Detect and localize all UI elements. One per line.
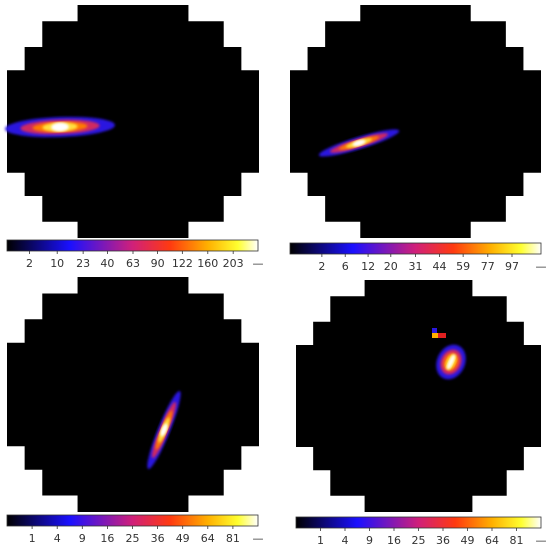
panel: 2 10 23 40 63 90 122 160 203 — <box>5 5 264 270</box>
colorbar-tick-label: 64 <box>485 534 499 547</box>
colorbar-tick-label: 81 <box>510 534 524 547</box>
colorbar-tick-label: 20 <box>384 260 398 273</box>
colorbar-tick-label: 203 <box>223 257 244 270</box>
colorbar-tick-label: 12 <box>361 260 375 273</box>
colorbar-tick-label: 97 <box>505 260 519 273</box>
colorbar-tick-label: 90 <box>151 257 165 270</box>
colorbar-tick-label: 4 <box>54 532 61 545</box>
colorbar <box>289 242 542 255</box>
colorbar-tick-label: 9 <box>366 534 373 547</box>
colorbar-tick-label: 31 <box>409 260 423 273</box>
colorbar-end-label: — <box>253 532 264 545</box>
colorbar-tick-label: 36 <box>151 532 165 545</box>
colorbar-tick-label: 36 <box>436 534 450 547</box>
event-blob <box>160 423 168 437</box>
colorbar-end-label: — <box>536 534 547 547</box>
event-blob <box>51 122 69 132</box>
colorbar-tick-label: 1 <box>29 532 36 545</box>
colorbar-tick-label: 44 <box>433 260 447 273</box>
camera-face <box>7 5 259 238</box>
colorbar <box>6 514 259 527</box>
colorbar-tick-label: 23 <box>76 257 90 270</box>
colorbar-tick-label: 81 <box>226 532 240 545</box>
colorbar-tick-label: 77 <box>481 260 495 273</box>
camera-face <box>296 280 541 512</box>
colorbar-tick-label: 59 <box>456 260 470 273</box>
colorbar-tick-label: 2 <box>318 260 325 273</box>
colorbar-tick-label: 49 <box>176 532 190 545</box>
panel: 2 6 12 20 31 44 59 77 97 — <box>289 5 547 273</box>
colorbar-tick-label: 16 <box>100 532 114 545</box>
panel: 1 4 9 16 25 36 49 64 81— <box>295 280 547 547</box>
colorbar-end-label: — <box>253 257 264 270</box>
colorbar-tick-label: 1 <box>317 534 324 547</box>
camera-face <box>7 277 259 512</box>
colorbar-tick-label: 122 <box>172 257 193 270</box>
colorbar-tick-label: 40 <box>100 257 114 270</box>
colorbar-tick-label: 2 <box>26 257 33 270</box>
event-pixel <box>432 328 437 333</box>
colorbar-tick-label: 25 <box>412 534 426 547</box>
colorbar-tick-label: 9 <box>79 532 86 545</box>
colorbar <box>6 239 259 252</box>
event-blob <box>447 354 455 370</box>
event-blob <box>352 139 366 147</box>
colorbar-tick-label: 63 <box>126 257 140 270</box>
colorbar-tick-label: 64 <box>201 532 215 545</box>
panel: 1 4 9 16 25 36 49 64 81— <box>6 277 264 545</box>
camera-face <box>290 5 541 238</box>
colorbar-tick-label: 49 <box>461 534 475 547</box>
colorbar-end-label: — <box>536 260 547 273</box>
colorbar-tick-label: 160 <box>197 257 218 270</box>
colorbar-tick-label: 25 <box>126 532 140 545</box>
colorbar-tick-label: 10 <box>50 257 64 270</box>
event-pixel <box>432 333 438 338</box>
colorbar <box>295 516 542 529</box>
colorbar-tick-label: 6 <box>342 260 349 273</box>
colorbar-tick-label: 16 <box>387 534 401 547</box>
event-pixel <box>438 333 446 338</box>
colorbar-tick-label: 4 <box>342 534 349 547</box>
